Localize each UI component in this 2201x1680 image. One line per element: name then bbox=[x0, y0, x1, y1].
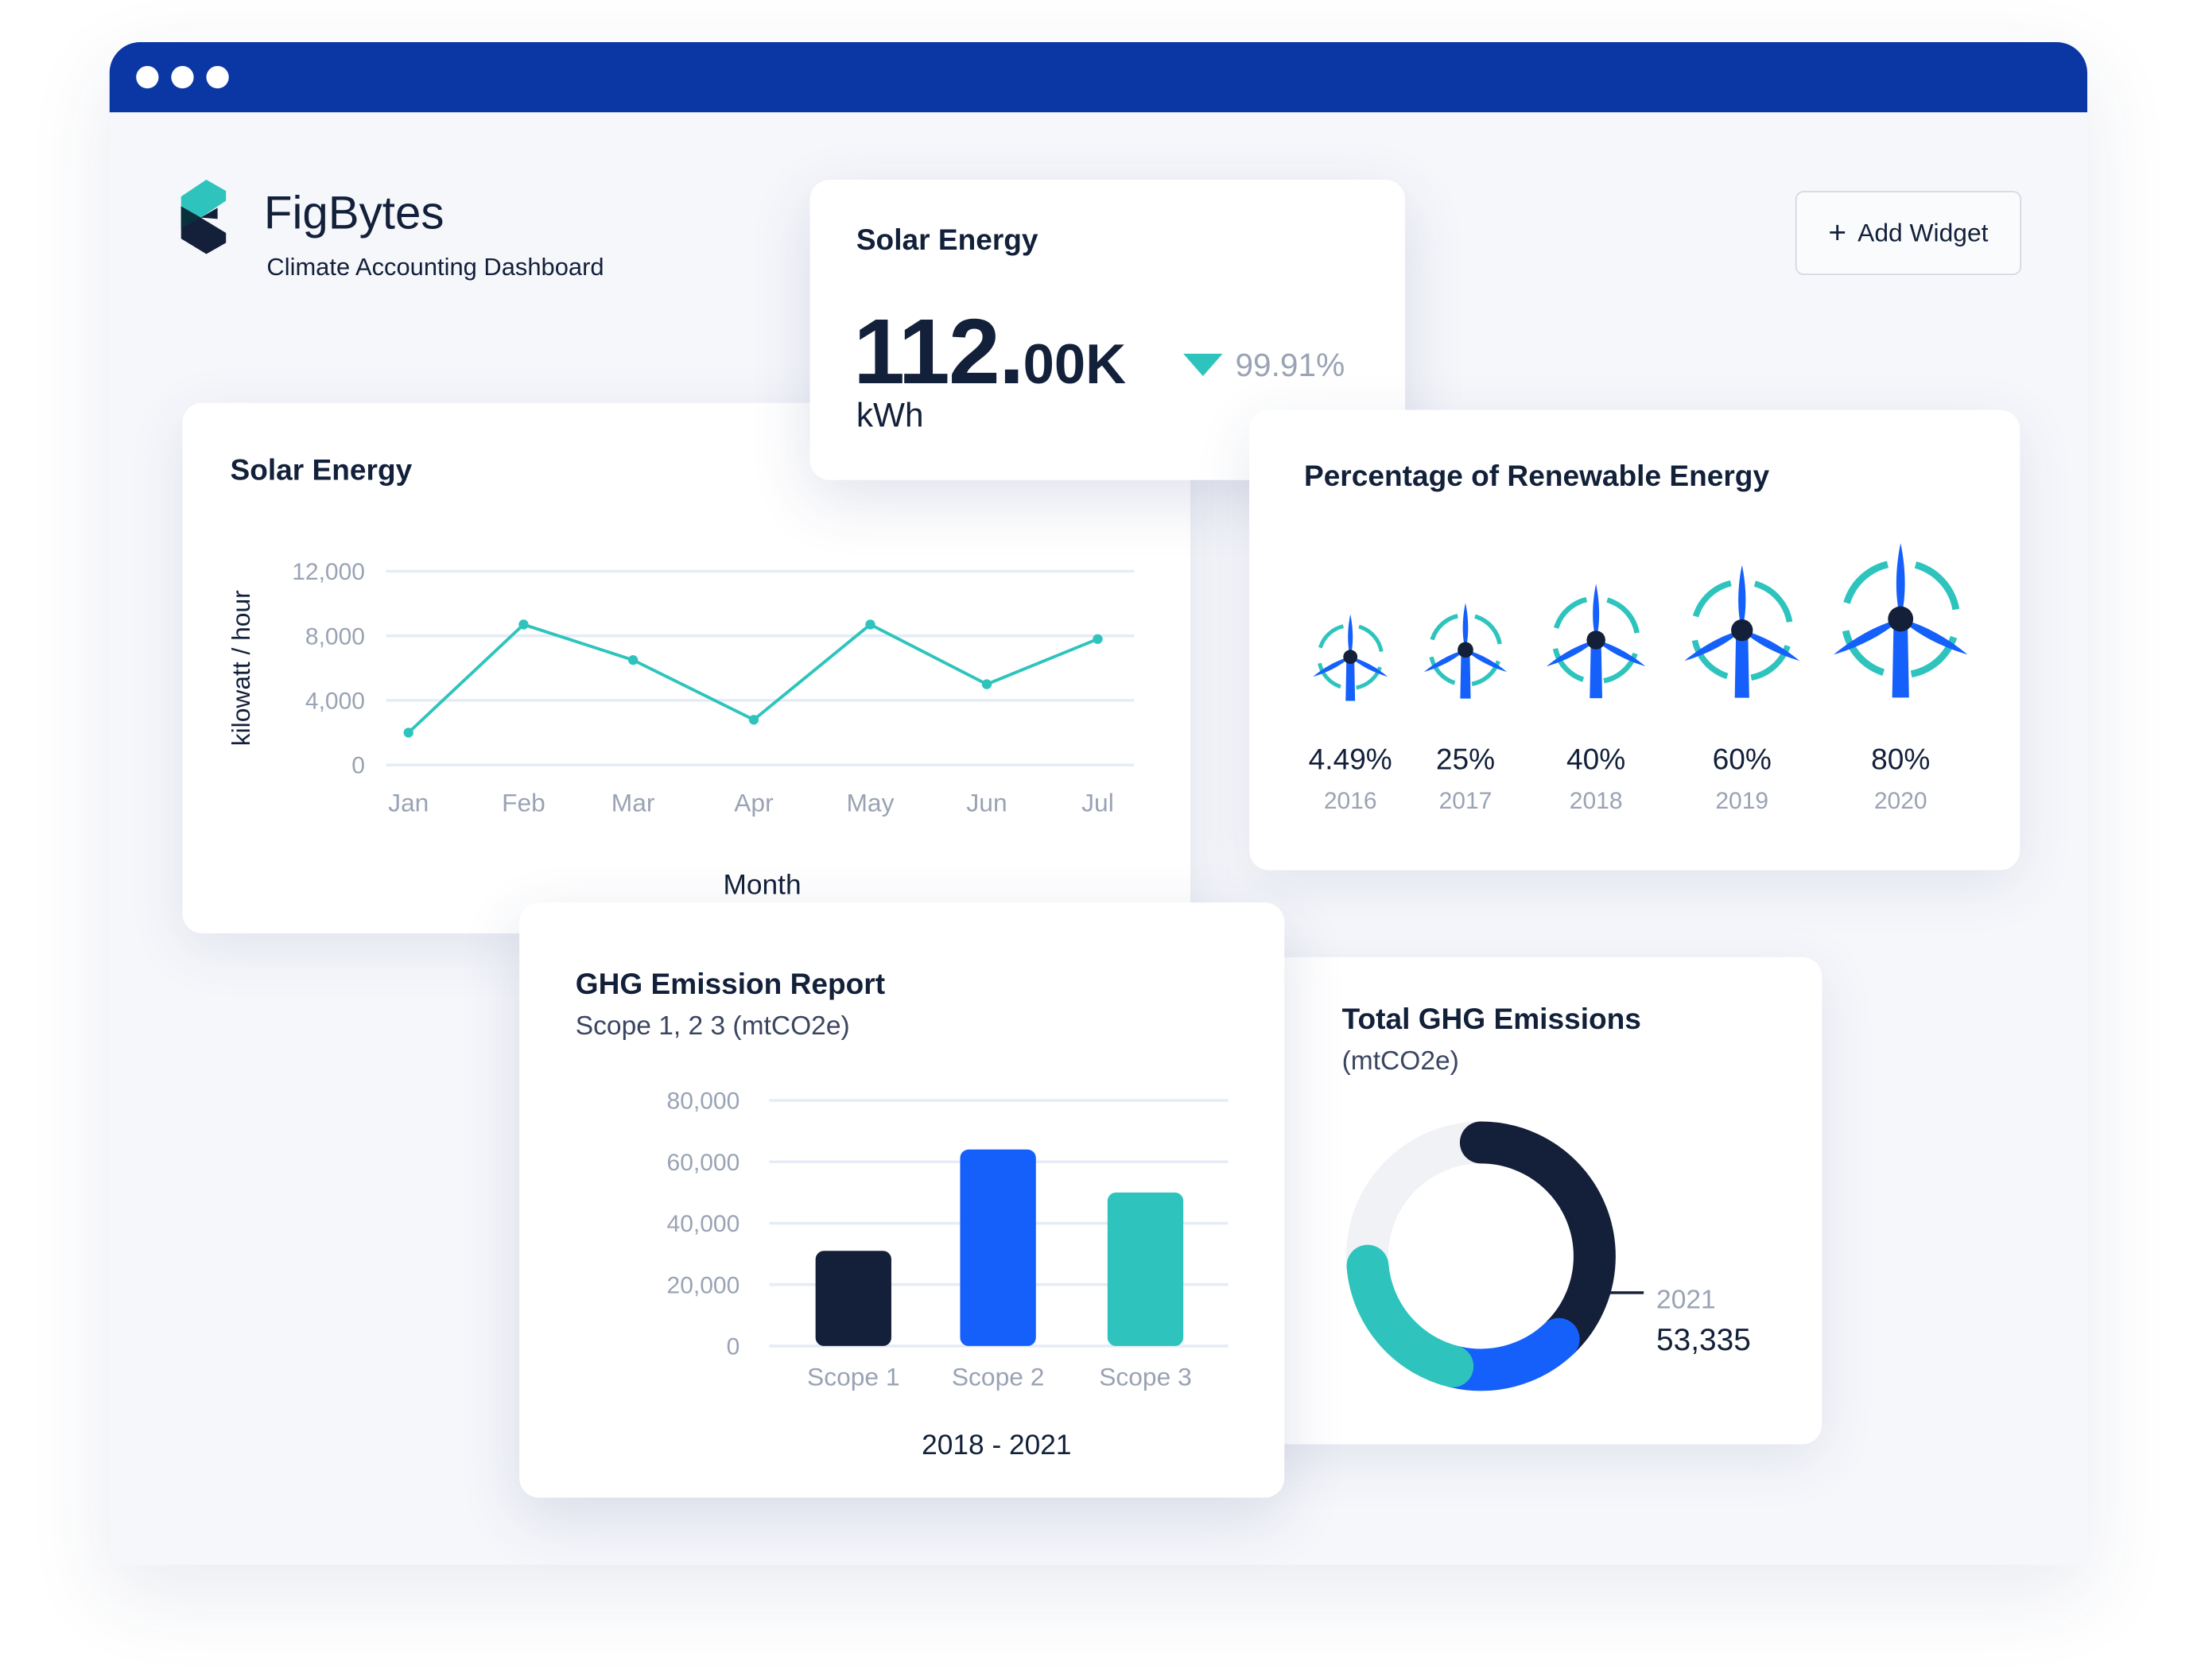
add-widget-button[interactable]: + Add Widget bbox=[1795, 191, 2022, 275]
data-point[interactable] bbox=[981, 679, 992, 689]
bar[interactable] bbox=[960, 1149, 1036, 1346]
renewable-pct: 25% bbox=[1435, 743, 1496, 777]
app-name: FigBytes bbox=[263, 186, 444, 239]
solar-kpi-unit: kWh bbox=[856, 397, 924, 436]
total-ghg-subtitle: (mtCO2e) bbox=[1341, 1046, 1459, 1077]
x-axis-title: Month bbox=[724, 869, 802, 900]
data-point[interactable] bbox=[627, 654, 639, 665]
y-tick-label: 12,000 bbox=[292, 559, 365, 585]
wind-turbine-icon bbox=[1310, 615, 1391, 701]
y-tick-label: 0 bbox=[351, 753, 365, 779]
ghg-bar-chart: 0 20,000 40,000 60,000 80,000 Scope 1 Scope 2 S… bbox=[667, 1088, 1229, 1461]
solar-chart-title: Solar Energy bbox=[230, 454, 413, 487]
window-titlebar bbox=[109, 41, 2088, 113]
donut-segment[interactable] bbox=[1345, 1121, 1616, 1391]
x-tick-label: Mar bbox=[611, 788, 655, 817]
x-tick-label: Scope 1 bbox=[807, 1362, 900, 1391]
x-tick-label: Feb bbox=[502, 788, 545, 817]
donut-segment[interactable] bbox=[1345, 1121, 1616, 1391]
solar-kpi-delta: 99.91% bbox=[1235, 347, 1345, 383]
x-axis-title: 2018 - 2021 bbox=[922, 1430, 1071, 1461]
x-tick-label: Jul bbox=[1081, 788, 1114, 817]
data-point[interactable] bbox=[748, 715, 759, 725]
data-point[interactable] bbox=[865, 619, 875, 630]
app-subtitle: Climate Accounting Dashboard bbox=[266, 252, 604, 281]
figbytes-logo-icon bbox=[181, 179, 227, 254]
window-dot-icon[interactable] bbox=[136, 65, 159, 89]
renewable-pct: 40% bbox=[1566, 743, 1626, 777]
renewable-year: 2020 bbox=[1873, 787, 1927, 814]
data-point[interactable] bbox=[403, 727, 413, 738]
total-ghg-donut bbox=[1345, 1121, 1644, 1391]
window-dot-icon[interactable] bbox=[171, 65, 194, 89]
y-tick-label: 8,000 bbox=[305, 623, 365, 650]
triangle-down-icon bbox=[1183, 353, 1223, 377]
plus-icon: + bbox=[1828, 215, 1847, 250]
wind-turbine-icon bbox=[1829, 543, 1973, 697]
data-point[interactable] bbox=[1093, 634, 1103, 644]
window-dot-icon[interactable] bbox=[206, 65, 229, 89]
solar-line-chart: 0 4,000 8,000 12,000 Jan Feb Mar Apr May Jun Jul Mo… bbox=[227, 559, 1135, 900]
solar-kpi-title: Solar Energy bbox=[856, 224, 1038, 258]
y-tick-label: 4,000 bbox=[305, 688, 365, 714]
donut-segment[interactable] bbox=[1345, 1121, 1616, 1391]
solar-kpi-value: 112.00K bbox=[853, 297, 1126, 404]
bar[interactable] bbox=[1107, 1192, 1184, 1346]
wind-turbine-icon bbox=[1543, 584, 1649, 698]
kpi-value-main: 112. bbox=[853, 299, 1024, 403]
renewable-pct: 80% bbox=[1871, 743, 1931, 777]
y-tick-label: 80,000 bbox=[667, 1088, 740, 1115]
renewable-year: 2019 bbox=[1715, 787, 1769, 814]
renewable-year: 2017 bbox=[1438, 787, 1493, 814]
renewable-title: Percentage of Renewable Energy bbox=[1303, 460, 1770, 493]
renewable-year: 2016 bbox=[1323, 787, 1377, 814]
x-tick-label: Scope 2 bbox=[952, 1362, 1045, 1391]
renewable-year: 2018 bbox=[1569, 787, 1623, 814]
add-widget-label: Add Widget bbox=[1857, 218, 1989, 246]
ghg-report-subtitle: Scope 1, 2 3 (mtCO2e) bbox=[575, 1011, 850, 1042]
x-tick-label: May bbox=[846, 788, 894, 817]
x-tick-label: Scope 3 bbox=[1099, 1362, 1192, 1391]
data-point[interactable] bbox=[518, 619, 529, 630]
bar[interactable] bbox=[815, 1251, 891, 1346]
x-tick-label: Jun bbox=[966, 788, 1007, 817]
renewable-pct: 60% bbox=[1712, 743, 1772, 777]
wind-turbine-icon bbox=[1421, 603, 1510, 698]
donut-year-label: 2021 bbox=[1656, 1286, 1716, 1316]
wind-turbines bbox=[1249, 409, 2020, 747]
donut-value-label: 53,335 bbox=[1656, 1321, 1751, 1358]
y-axis-title: kilowatt / hour bbox=[227, 590, 255, 746]
wind-turbine-icon bbox=[1680, 565, 1804, 698]
y-tick-label: 20,000 bbox=[667, 1272, 740, 1298]
y-tick-label: 40,000 bbox=[667, 1211, 740, 1237]
renewable-pct: 4.49% bbox=[1308, 743, 1392, 777]
y-tick-label: 0 bbox=[727, 1334, 740, 1360]
x-tick-label: Jan bbox=[388, 788, 429, 817]
kpi-value-rest: 00K bbox=[1023, 334, 1127, 396]
y-tick-label: 60,000 bbox=[667, 1150, 740, 1176]
total-ghg-title: Total GHG Emissions bbox=[1341, 1003, 1641, 1036]
x-tick-label: Apr bbox=[734, 788, 774, 817]
ghg-report-title: GHG Emission Report bbox=[575, 968, 886, 1001]
